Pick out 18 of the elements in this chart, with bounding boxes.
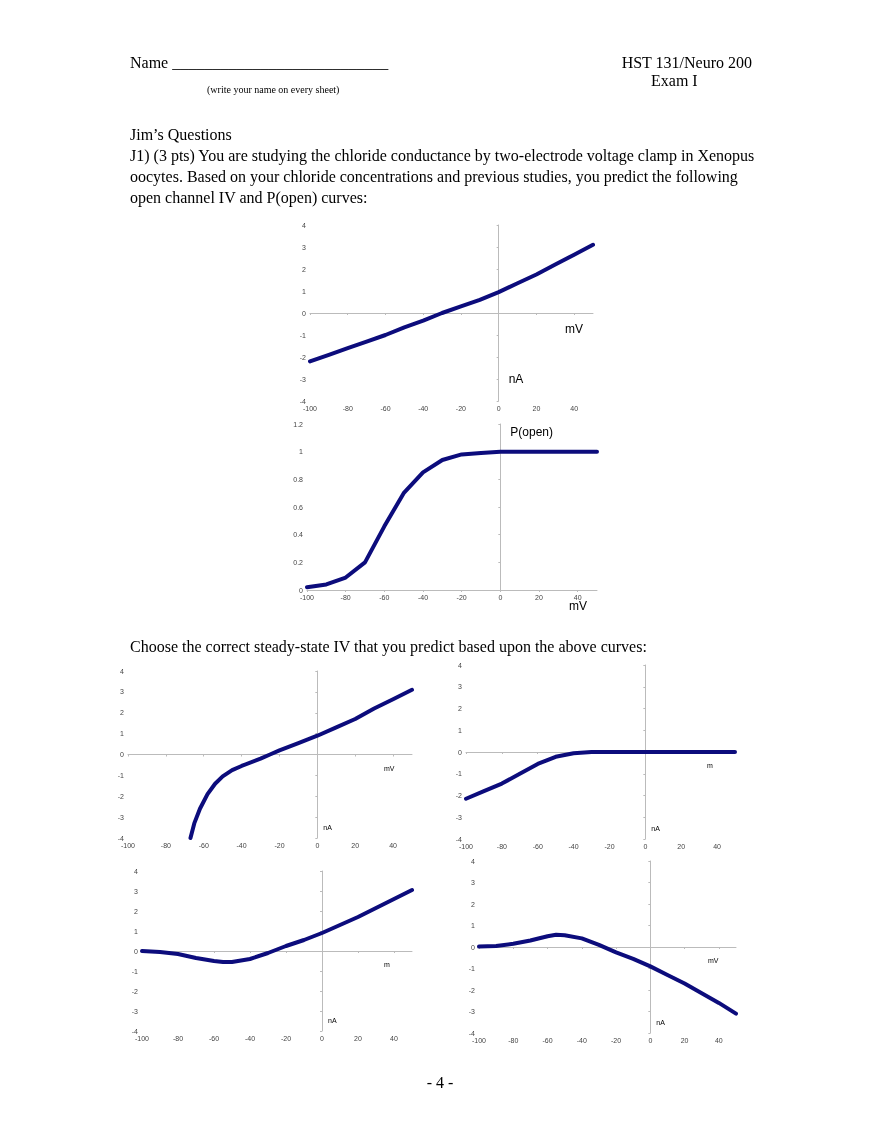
text: Choose the correct steady-state IV that you predict based upon the above curves:	[130, 637, 647, 657]
text: J1) (3 pts) You are studying the chloride conductance by two-electrode voltage clamp in Xenopus oocytes. Based on your chloride concentrations and previous studies, you predict the following open channel IV and P(open) curves:	[130, 146, 756, 208]
x-axis-title: mV	[565, 322, 583, 336]
text: - 4 -	[425, 1073, 455, 1093]
text: Jim’s Questions	[130, 125, 232, 145]
y-axis-title: nA	[508, 372, 524, 386]
text: Exam I	[651, 71, 698, 91]
line-series	[308, 242, 595, 364]
line-series	[464, 750, 737, 801]
line-series	[188, 687, 414, 840]
line-series	[477, 932, 738, 1016]
y-axis-title: P(open)	[510, 425, 554, 439]
text: (write your name on every sheet)	[207, 83, 340, 97]
line-series	[140, 888, 414, 964]
text: Name ___________________________	[130, 53, 389, 73]
line-series	[305, 449, 599, 590]
text: HST 131/Neuro 200	[621, 53, 752, 73]
x-axis-title: mV	[569, 599, 587, 613]
